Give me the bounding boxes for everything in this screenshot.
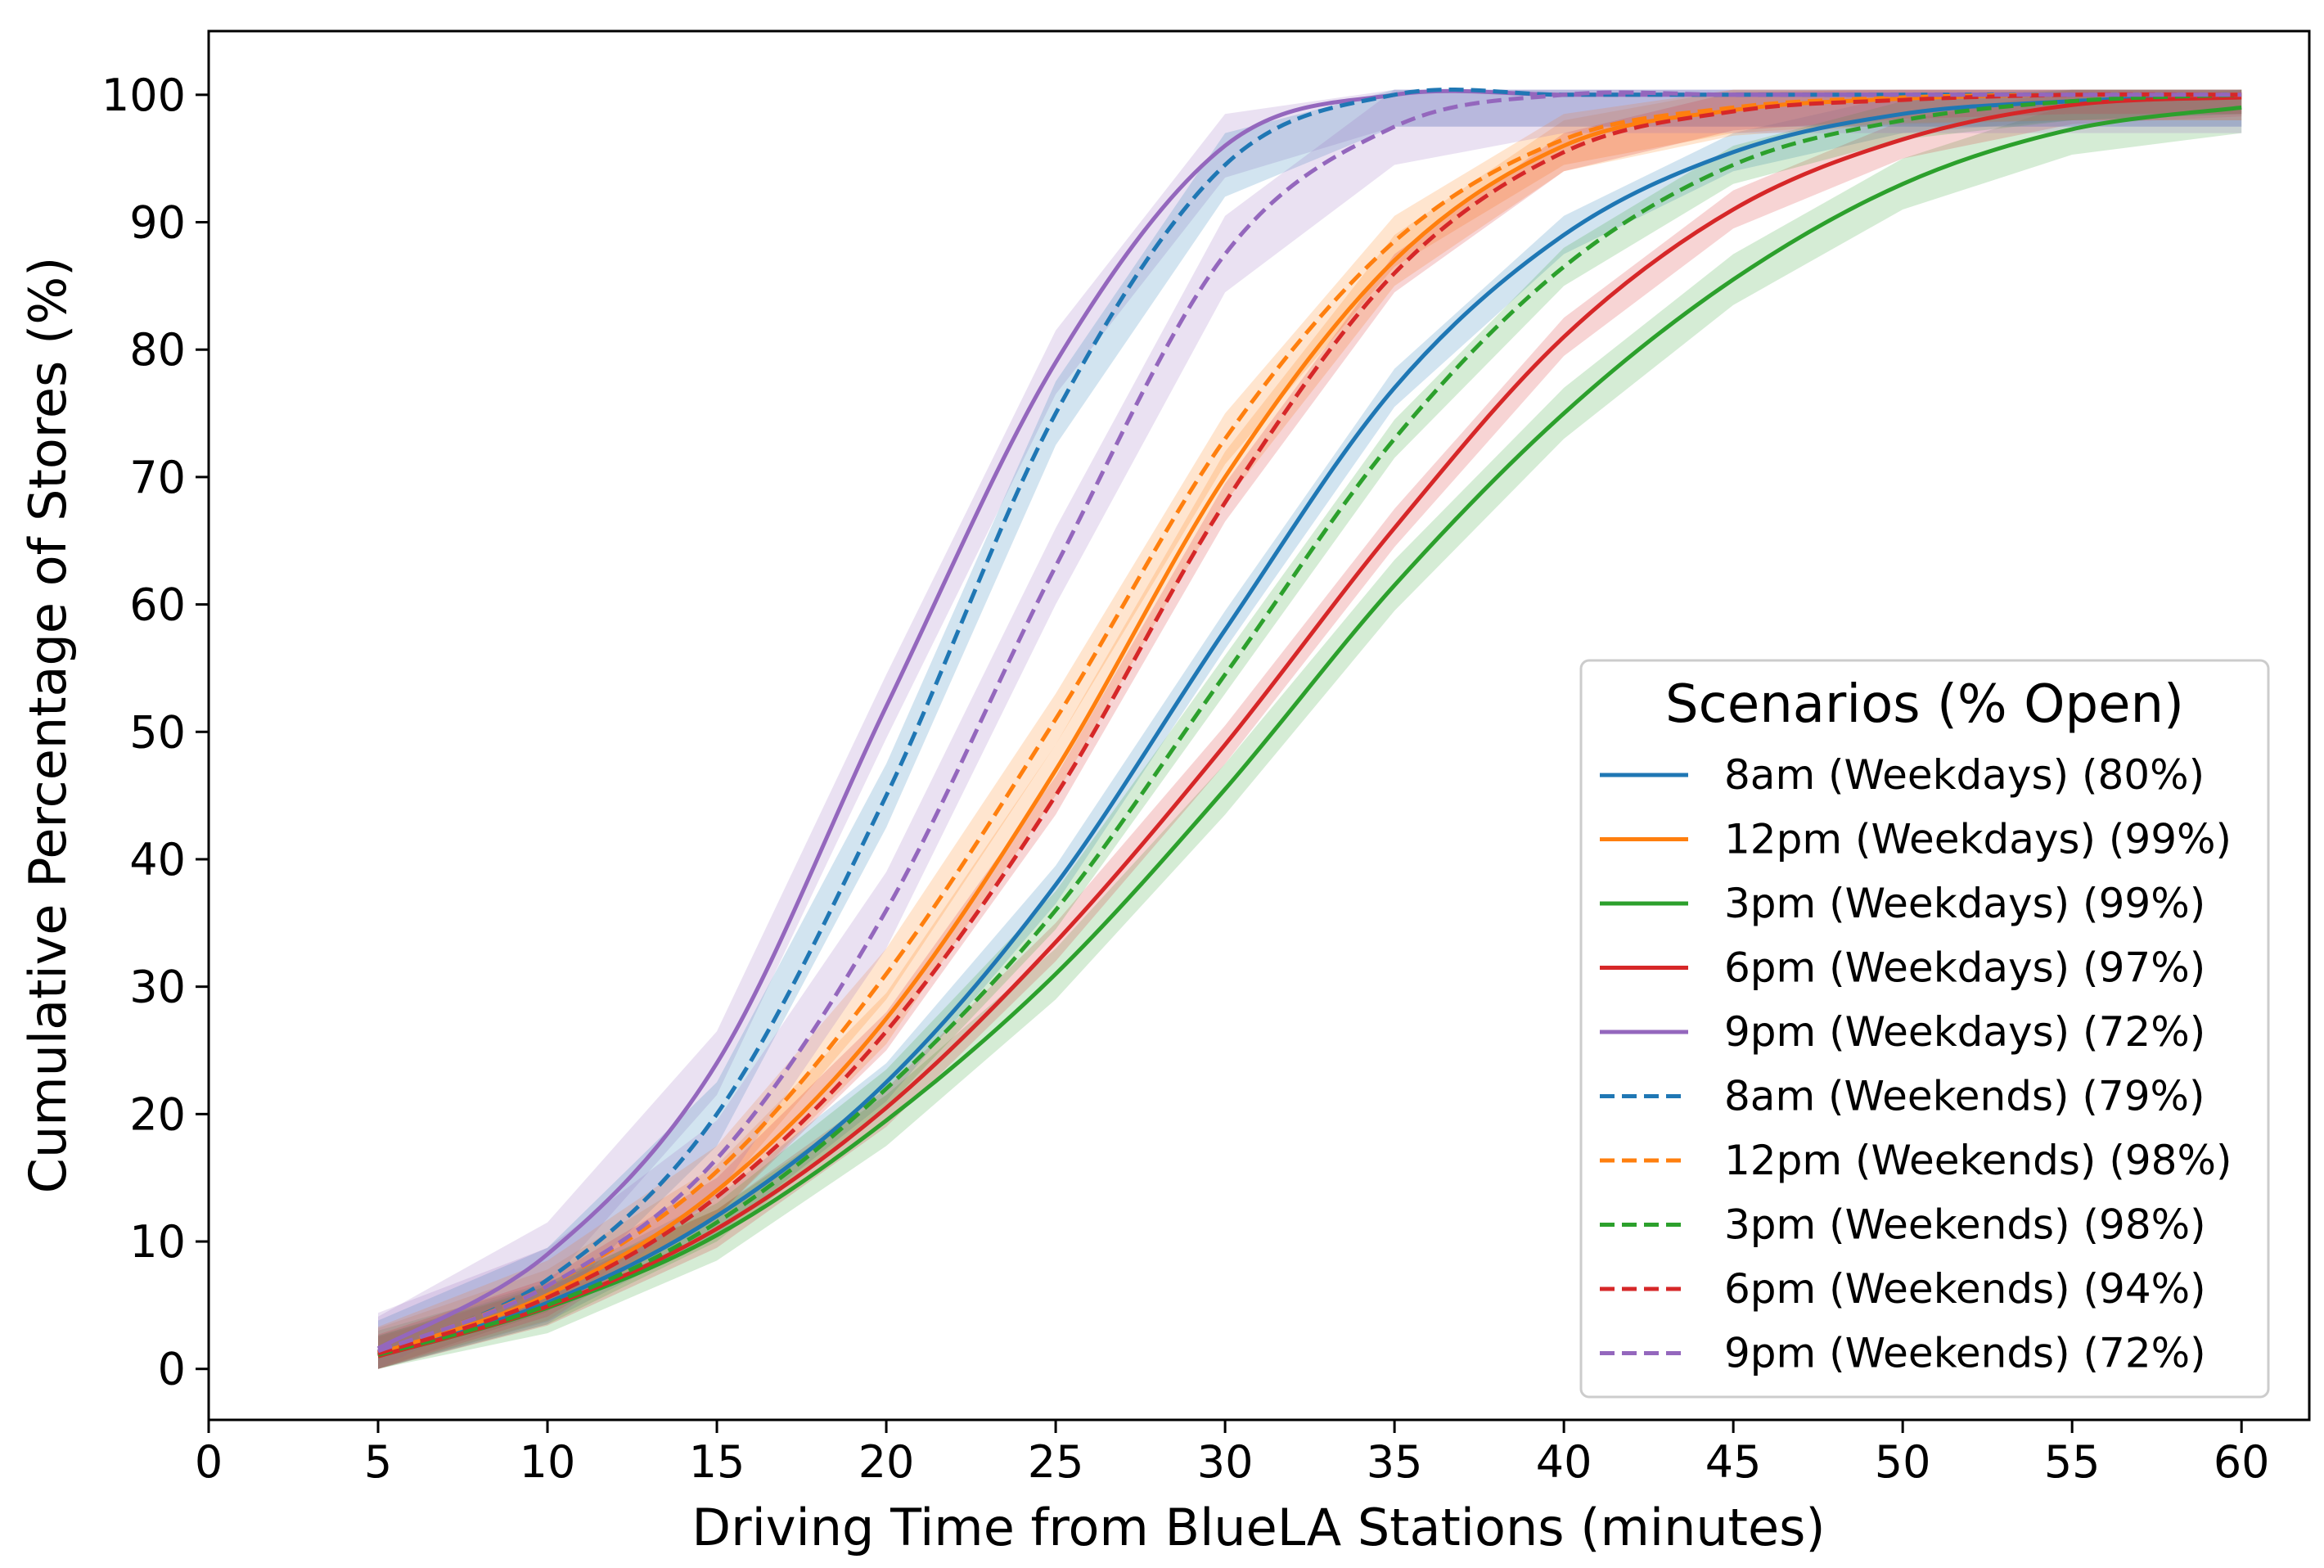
legend-label: 3pm (Weekends) (98%) bbox=[1724, 1201, 2206, 1249]
x-tick-label: 25 bbox=[1028, 1436, 1084, 1488]
y-tick-label: 30 bbox=[129, 962, 186, 1013]
series-band-2 bbox=[378, 89, 2242, 1369]
x-tick-label: 50 bbox=[1875, 1436, 1931, 1488]
series-line-3 bbox=[377, 105, 2242, 1358]
y-tick-label: 60 bbox=[129, 579, 186, 631]
legend-box bbox=[1579, 659, 2270, 1399]
y-tick-label: 10 bbox=[129, 1216, 186, 1268]
x-tick-label: 35 bbox=[1367, 1436, 1423, 1488]
y-tick-label: 100 bbox=[101, 70, 186, 121]
x-tick-label: 20 bbox=[858, 1436, 915, 1488]
y-tick-label: 0 bbox=[158, 1344, 186, 1395]
x-tick-label: 45 bbox=[1705, 1436, 1762, 1488]
series-line-4 bbox=[377, 95, 2242, 1358]
x-tick-label: 15 bbox=[689, 1436, 745, 1488]
x-tick-label: 60 bbox=[2214, 1436, 2270, 1488]
legend-label: 9pm (Weekdays) (72%) bbox=[1724, 1008, 2205, 1056]
series-line-1 bbox=[377, 92, 2242, 1357]
legend-title: Scenarios (% Open) bbox=[1665, 674, 2184, 735]
legend-label: 12pm (Weekends) (98%) bbox=[1724, 1137, 2232, 1184]
legend-label: 9pm (Weekends) (72%) bbox=[1724, 1330, 2206, 1377]
series-line-8 bbox=[377, 92, 2242, 1357]
series-line-6 bbox=[377, 87, 2242, 1354]
legend-label: 6pm (Weekdays) (97%) bbox=[1724, 944, 2205, 992]
y-tick-label: 50 bbox=[129, 706, 186, 758]
plot-frame bbox=[207, 29, 2311, 1422]
y-axis-label: Cumulative Percentage of Stores (%) bbox=[18, 257, 78, 1194]
y-tick-label: 70 bbox=[129, 452, 186, 503]
x-tick-label: 55 bbox=[2044, 1436, 2101, 1488]
legend-label: 8am (Weekends) (79%) bbox=[1724, 1073, 2205, 1120]
y-tick-label: 90 bbox=[129, 197, 186, 249]
legend-label: 6pm (Weekends) (94%) bbox=[1724, 1265, 2206, 1313]
x-tick-label: 0 bbox=[195, 1436, 223, 1488]
y-tick-label: 20 bbox=[129, 1088, 186, 1140]
series-band-7 bbox=[378, 89, 2242, 1369]
legend: Scenarios (% Open) 8am (Weekdays) (80%) 1… bbox=[1579, 659, 2270, 1399]
x-tick-label: 5 bbox=[364, 1436, 392, 1488]
y-tick-label: 40 bbox=[129, 834, 186, 885]
legend-label: 8am (Weekdays) (80%) bbox=[1724, 751, 2205, 799]
series-line-9 bbox=[377, 92, 2242, 1356]
x-tick-label: 30 bbox=[1197, 1436, 1254, 1488]
x-axis-label: Driving Time from BlueLA Stations (minut… bbox=[691, 1498, 1825, 1557]
legend-label: 12pm (Weekdays) (99%) bbox=[1724, 816, 2232, 863]
series-line-7 bbox=[377, 92, 2242, 1354]
x-tick-label: 40 bbox=[1536, 1436, 1592, 1488]
y-tick-label: 80 bbox=[129, 324, 186, 376]
x-tick-label: 10 bbox=[520, 1436, 576, 1488]
legend-label: 3pm (Weekdays) (99%) bbox=[1724, 880, 2205, 927]
